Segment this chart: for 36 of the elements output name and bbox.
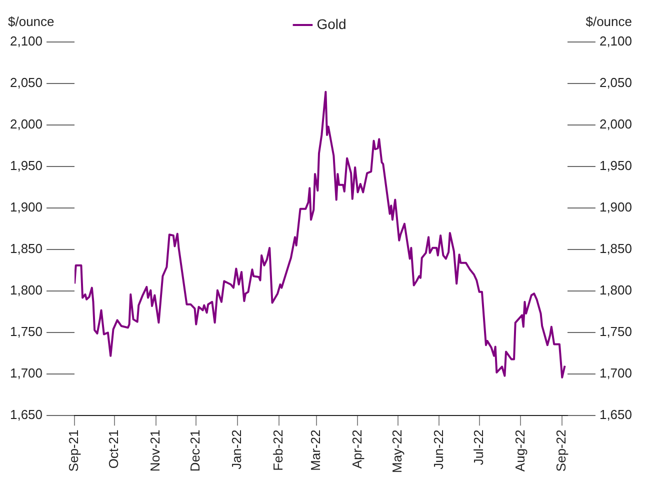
y-tick-label: 1,950 bbox=[10, 158, 43, 174]
y2-tick-label: 2,000 bbox=[599, 116, 632, 132]
x-tick-label: Apr-22 bbox=[349, 430, 364, 469]
y-tick-label: 2,050 bbox=[10, 75, 43, 90]
x-tick-label: Dec-21 bbox=[188, 430, 203, 472]
x-tick-label: Jul-22 bbox=[470, 430, 486, 466]
x-tick-label: Jun-22 bbox=[430, 430, 446, 470]
y2-axis-title: $/ounce bbox=[586, 14, 632, 29]
y-tick-label: 1,850 bbox=[10, 241, 43, 256]
y2-tick-label: 1,800 bbox=[599, 282, 632, 298]
y2-tick-label: 1,650 bbox=[599, 407, 632, 422]
y2-tick-label: 1,850 bbox=[599, 241, 632, 256]
x-tick-label: Oct-21 bbox=[106, 430, 122, 469]
x-tick-label: Feb-22 bbox=[270, 430, 286, 471]
x-tick-label: Sep-21 bbox=[66, 430, 82, 472]
y2-tick-label: 2,100 bbox=[599, 34, 632, 49]
y-tick-label: 1,650 bbox=[10, 407, 43, 422]
x-tick-label: Aug-22 bbox=[512, 430, 528, 472]
y-tick-label: 1,900 bbox=[10, 200, 43, 215]
y2-tick-label: 2,050 bbox=[599, 75, 632, 90]
x-tick-label: Mar-22 bbox=[308, 430, 323, 471]
y2-tick-label: 1,950 bbox=[599, 158, 632, 174]
y2-tick-label: 1,750 bbox=[599, 324, 632, 340]
x-tick-label: May-22 bbox=[389, 430, 404, 474]
x-tick-label: Nov-21 bbox=[148, 430, 163, 472]
y-tick-label: 1,750 bbox=[10, 324, 43, 340]
y-tick-label: 2,000 bbox=[10, 116, 43, 132]
legend-label: Gold bbox=[316, 16, 346, 32]
x-tick-label: Jan-22 bbox=[229, 430, 244, 470]
y-tick-label: 1,800 bbox=[10, 282, 43, 298]
y-tick-label: 1,700 bbox=[10, 366, 43, 381]
y-tick-label: 2,100 bbox=[10, 34, 43, 49]
y-axis-title: $/ounce bbox=[8, 14, 54, 29]
y2-tick-label: 1,700 bbox=[599, 366, 632, 381]
y2-tick-label: 1,900 bbox=[599, 200, 632, 215]
x-tick-label: Sep-22 bbox=[554, 430, 569, 472]
